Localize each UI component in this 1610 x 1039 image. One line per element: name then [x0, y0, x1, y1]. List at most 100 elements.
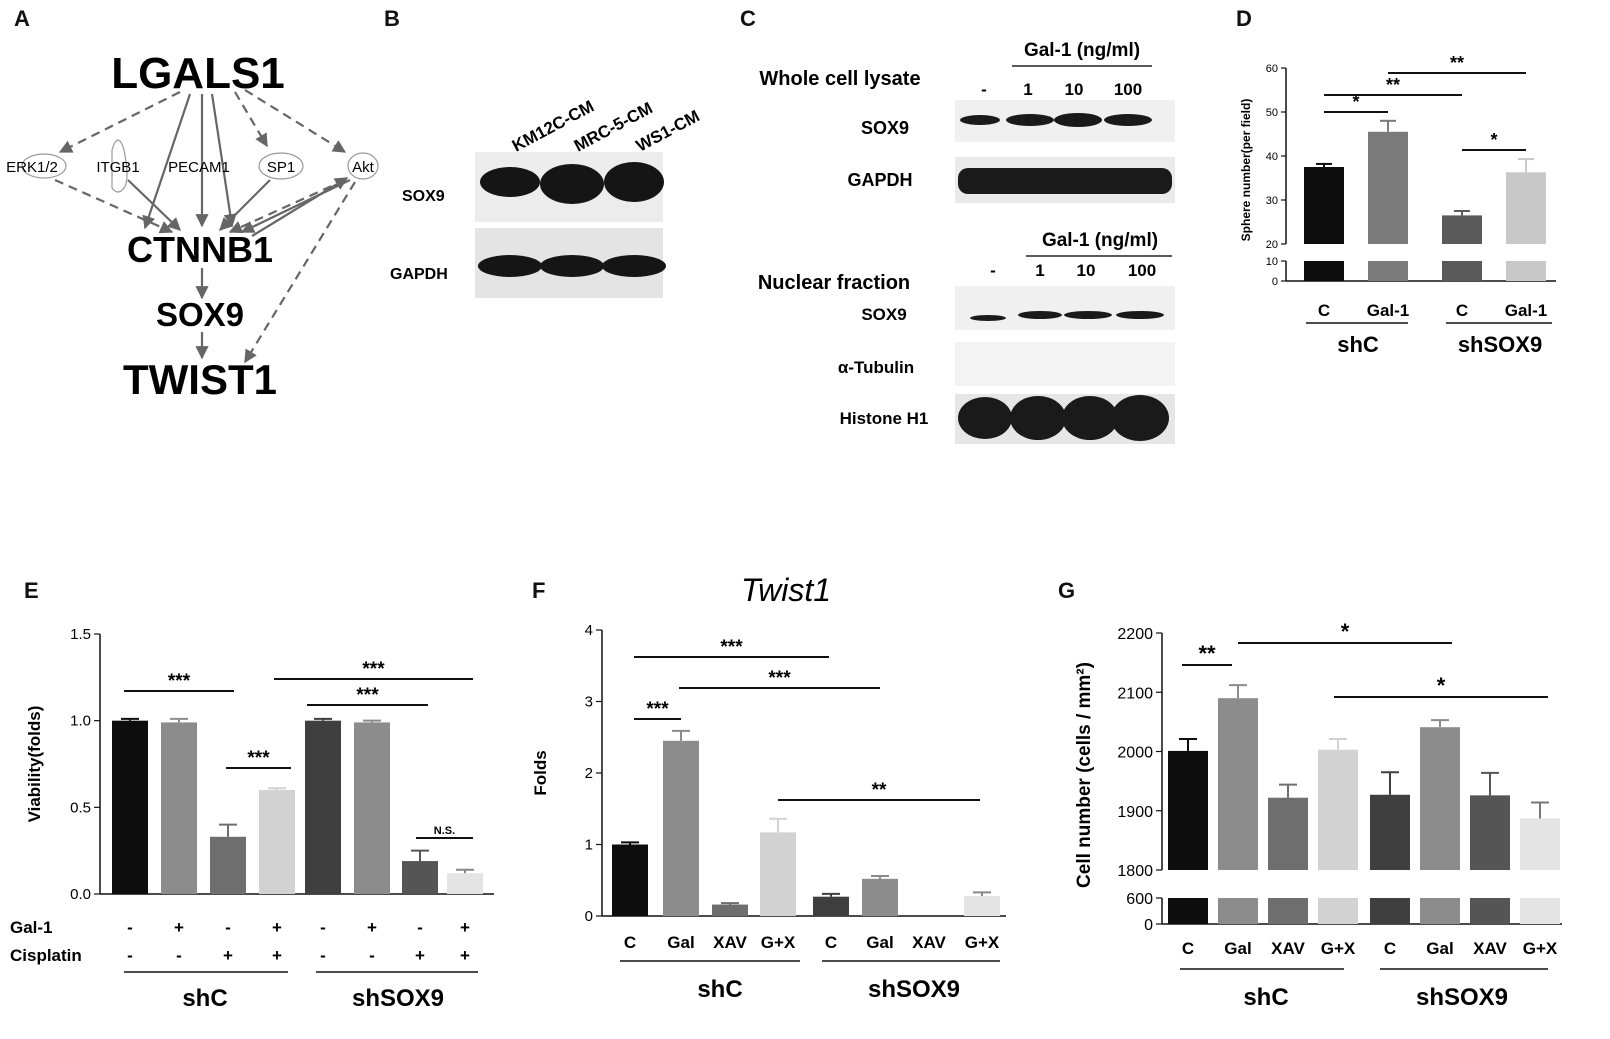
bar-lower — [1368, 261, 1408, 281]
x-tick-label: G+X — [1321, 939, 1356, 958]
panel-label-a: A — [14, 6, 30, 31]
bar — [447, 873, 483, 894]
significance-label: *** — [168, 671, 191, 692]
significance-label: *** — [646, 699, 669, 720]
bar — [161, 722, 197, 894]
group-label: shC — [1337, 332, 1379, 357]
node-sox9: SOX9 — [156, 296, 244, 333]
x-tick-label: G+X — [1523, 939, 1558, 958]
y-tick-label: 0 — [585, 908, 593, 925]
treatment-sign: + — [415, 946, 425, 965]
bar-lower — [1218, 898, 1258, 924]
dose-label: 100 — [1128, 261, 1156, 280]
x-tick-label: C — [624, 933, 636, 952]
panel-label-e: E — [24, 578, 39, 603]
panel-label-f: F — [532, 578, 546, 603]
bar — [112, 720, 148, 894]
bar — [813, 896, 849, 916]
y-tick-label: 2000 — [1117, 745, 1153, 762]
chart-title: Twist1 — [741, 572, 831, 608]
x-tick-label: XAV — [713, 933, 747, 952]
bar — [259, 790, 295, 894]
y-tick-label: 1900 — [1117, 804, 1153, 821]
bar — [354, 722, 390, 894]
panel-label-b: B — [384, 6, 400, 31]
y-tick-label: 600 — [1126, 891, 1153, 908]
node-sp1: SP1 — [267, 159, 295, 176]
significance-label: * — [1352, 92, 1359, 112]
node-itgb1: ITGB1 — [96, 159, 139, 176]
blot-b: KM12C-CM MRC-5-CM WS1-CM SOX9 GAPDH — [390, 97, 700, 298]
x-tick-label: XAV — [912, 933, 946, 952]
treatment-sign: - — [320, 946, 326, 965]
bar — [712, 904, 748, 916]
node-erk: ERK1/2 — [6, 159, 58, 176]
bar — [1304, 167, 1344, 244]
group-label: shC — [1243, 984, 1288, 1011]
treatment-sign: - — [127, 918, 133, 937]
group-label: shSOX9 — [868, 976, 960, 1003]
significance-label: N.S. — [434, 825, 455, 837]
node-lgals1: LGALS1 — [111, 49, 285, 98]
row-label: Histone H1 — [840, 409, 929, 428]
bar — [1218, 698, 1258, 870]
y-tick-label: 20 — [1266, 239, 1278, 251]
significance-label: *** — [356, 685, 379, 706]
treatment-sign: + — [174, 918, 184, 937]
bar — [1420, 727, 1460, 870]
blot-title: Nuclear fraction — [758, 272, 910, 294]
row-label: α-Tubulin — [838, 358, 914, 377]
row-label: Gal-1 — [10, 918, 53, 937]
significance-label: * — [1490, 130, 1497, 150]
blot-band — [604, 162, 664, 202]
y-tick-label: 3 — [585, 694, 593, 711]
bar-lower — [1420, 898, 1460, 924]
group-label: shSOX9 — [1458, 332, 1542, 357]
x-tick-label: C — [1318, 301, 1330, 320]
y-tick-label: 1.0 — [70, 713, 91, 730]
panel-label-c: C — [740, 6, 756, 31]
y-tick-label: 0.5 — [70, 799, 91, 816]
x-tick-label: Gal — [1426, 939, 1453, 958]
bar — [1470, 795, 1510, 870]
y-axis-label: Cell number (cells / mm²) — [1074, 662, 1095, 888]
blot-band — [602, 255, 666, 277]
y-tick-label: 0.0 — [70, 886, 91, 903]
dose-label: 100 — [1114, 80, 1142, 99]
bar-lower — [1318, 898, 1358, 924]
treatment-sign: - — [320, 918, 326, 937]
treatment-sign: + — [367, 918, 377, 937]
x-tick-label: C — [1182, 939, 1194, 958]
significance-label: * — [1341, 619, 1350, 644]
bar-lower — [1470, 898, 1510, 924]
treatment-sign: - — [127, 946, 133, 965]
y-tick-label: 30 — [1266, 195, 1278, 207]
x-tick-label: XAV — [1473, 939, 1507, 958]
node-twist1: TWIST1 — [123, 356, 277, 403]
significance-label: ** — [872, 780, 887, 801]
bar — [1268, 797, 1308, 870]
y-tick-label: 4 — [585, 622, 593, 639]
panel-label-d: D — [1236, 6, 1252, 31]
y-tick-label: 50 — [1266, 107, 1278, 119]
treatment-sign: - — [369, 946, 375, 965]
y-tick-label: 60 — [1266, 63, 1278, 75]
bar-lower — [1520, 898, 1560, 924]
significance-label: ** — [1450, 53, 1464, 73]
y-tick-label: 10 — [1266, 256, 1278, 268]
treatment-sign: - — [225, 918, 231, 937]
significance-label: *** — [768, 668, 791, 689]
group-label: shC — [697, 976, 742, 1003]
x-tick-label: G+X — [761, 933, 796, 952]
node-akt: Akt — [352, 159, 375, 176]
bar — [1506, 172, 1546, 244]
bar — [1370, 794, 1410, 870]
bar — [663, 740, 699, 916]
treatment-sign: - — [176, 946, 182, 965]
bar — [1520, 818, 1560, 870]
treatment-sign: + — [460, 918, 470, 937]
significance-label: *** — [720, 637, 743, 658]
group-label: shSOX9 — [352, 985, 444, 1012]
chart-d: 0 10 20 30 40 50 60 Sphere number(per field) C Ga… — [1239, 53, 1556, 357]
